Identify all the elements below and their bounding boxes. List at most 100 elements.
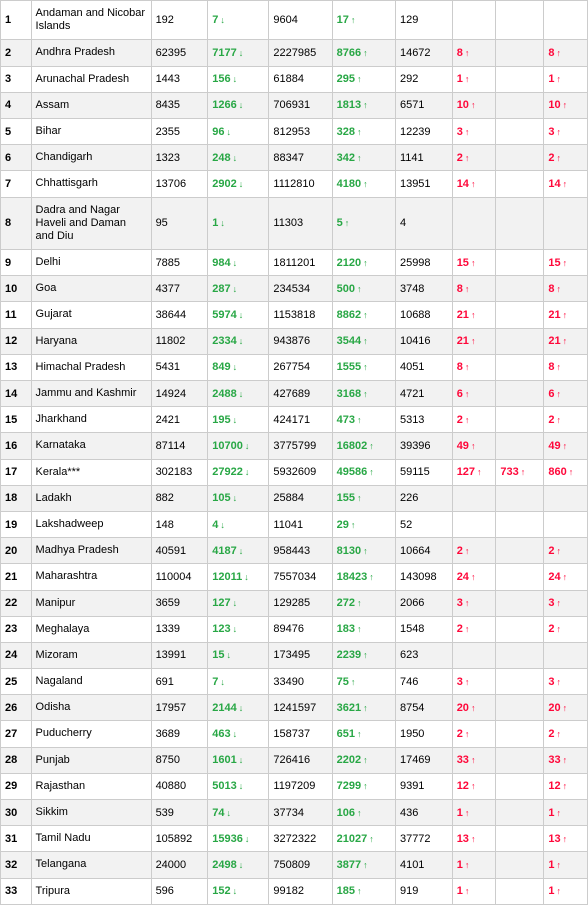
value-cell: 1811201: [269, 250, 332, 276]
table-row: 22Manipur3659127↓129285272↑20663↑3↑: [1, 590, 588, 616]
delta-cell: 984↓: [208, 250, 269, 276]
delta-cell: 5974↓: [208, 302, 269, 328]
value-cell: 129: [395, 1, 452, 40]
delta-cell: 7↓: [208, 1, 269, 40]
delta-cell: 2↑: [452, 538, 496, 564]
delta-cell: 8↑: [452, 354, 496, 380]
value-cell: 750809: [269, 852, 332, 878]
value-cell: 706931: [269, 92, 332, 118]
delta-cell: 3↑: [544, 118, 588, 144]
state-name-cell: Andhra Pradesh: [31, 40, 151, 66]
value-cell: 1112810: [269, 171, 332, 197]
table-row: 23Meghalaya1339123↓89476183↑15482↑2↑: [1, 616, 588, 642]
sno-cell: 23: [1, 616, 32, 642]
value-cell: 17469: [395, 747, 452, 773]
delta-cell: 1266↓: [208, 92, 269, 118]
sno-cell: 16: [1, 433, 32, 459]
table-row: 3Arunachal Pradesh1443156↓61884295↑2921↑…: [1, 66, 588, 92]
delta-cell: [544, 485, 588, 511]
delta-cell: 155↑: [332, 485, 395, 511]
value-cell: 9391: [395, 773, 452, 799]
value-cell: 52: [395, 511, 452, 537]
table-row: 7Chhattisgarh137062902↓11128104180↑13951…: [1, 171, 588, 197]
delta-cell: 3877↑: [332, 852, 395, 878]
delta-cell: [496, 747, 544, 773]
value-cell: 267754: [269, 354, 332, 380]
value-cell: 234534: [269, 276, 332, 302]
value-cell: 11802: [151, 328, 208, 354]
delta-cell: 1555↑: [332, 354, 395, 380]
delta-cell: [496, 171, 544, 197]
delta-cell: 10700↓: [208, 433, 269, 459]
value-cell: 4377: [151, 276, 208, 302]
delta-cell: 20↑: [544, 695, 588, 721]
delta-cell: 185↑: [332, 878, 395, 904]
delta-cell: 3↑: [544, 669, 588, 695]
delta-cell: 7177↓: [208, 40, 269, 66]
delta-cell: 733↑: [496, 459, 544, 485]
delta-cell: [496, 590, 544, 616]
delta-cell: 342↑: [332, 145, 395, 171]
value-cell: 62395: [151, 40, 208, 66]
value-cell: 173495: [269, 642, 332, 668]
delta-cell: 2498↓: [208, 852, 269, 878]
state-name-cell: Madhya Pradesh: [31, 538, 151, 564]
delta-cell: [496, 852, 544, 878]
delta-cell: 33↑: [544, 747, 588, 773]
state-name-cell: Delhi: [31, 250, 151, 276]
state-name-cell: Rajasthan: [31, 773, 151, 799]
value-cell: 33490: [269, 669, 332, 695]
delta-cell: [496, 616, 544, 642]
value-cell: 40880: [151, 773, 208, 799]
sno-cell: 4: [1, 92, 32, 118]
delta-cell: 21↑: [544, 328, 588, 354]
state-name-cell: Sikkim: [31, 800, 151, 826]
table-row: 15Jharkhand2421195↓424171473↑53132↑2↑: [1, 407, 588, 433]
table-row: 12Haryana118022334↓9438763544↑1041621↑21…: [1, 328, 588, 354]
delta-cell: 328↑: [332, 118, 395, 144]
state-name-cell: Lakshadweep: [31, 511, 151, 537]
delta-cell: 183↑: [332, 616, 395, 642]
table-row: 33Tripura596152↓99182185↑9191↑1↑: [1, 878, 588, 904]
delta-cell: 2↑: [544, 616, 588, 642]
state-name-cell: Arunachal Pradesh: [31, 66, 151, 92]
sno-cell: 32: [1, 852, 32, 878]
value-cell: 2421: [151, 407, 208, 433]
table-row: 9Delhi7885984↓18112012120↑2599815↑15↑: [1, 250, 588, 276]
delta-cell: 248↓: [208, 145, 269, 171]
delta-cell: 14↑: [544, 171, 588, 197]
delta-cell: 860↑: [544, 459, 588, 485]
sno-cell: 21: [1, 564, 32, 590]
delta-cell: 2902↓: [208, 171, 269, 197]
value-cell: 623: [395, 642, 452, 668]
value-cell: 38644: [151, 302, 208, 328]
state-name-cell: Telangana: [31, 852, 151, 878]
delta-cell: [496, 145, 544, 171]
delta-cell: 8↑: [544, 354, 588, 380]
value-cell: 13951: [395, 171, 452, 197]
delta-cell: 12↑: [544, 773, 588, 799]
delta-cell: 473↑: [332, 407, 395, 433]
value-cell: 129285: [269, 590, 332, 616]
value-cell: 812953: [269, 118, 332, 144]
value-cell: 691: [151, 669, 208, 695]
value-cell: 12239: [395, 118, 452, 144]
delta-cell: 4180↑: [332, 171, 395, 197]
delta-cell: 15↑: [452, 250, 496, 276]
delta-cell: [496, 197, 544, 250]
value-cell: 87114: [151, 433, 208, 459]
delta-cell: 15↑: [544, 250, 588, 276]
state-name-cell: Ladakh: [31, 485, 151, 511]
sno-cell: 20: [1, 538, 32, 564]
delta-cell: 21↑: [452, 302, 496, 328]
state-name-cell: Himachal Pradesh: [31, 354, 151, 380]
value-cell: 4: [395, 197, 452, 250]
value-cell: 882: [151, 485, 208, 511]
state-name-cell: Gujarat: [31, 302, 151, 328]
delta-cell: [496, 92, 544, 118]
sno-cell: 12: [1, 328, 32, 354]
value-cell: 427689: [269, 381, 332, 407]
sno-cell: 30: [1, 800, 32, 826]
delta-cell: 3↑: [452, 590, 496, 616]
delta-cell: 123↓: [208, 616, 269, 642]
